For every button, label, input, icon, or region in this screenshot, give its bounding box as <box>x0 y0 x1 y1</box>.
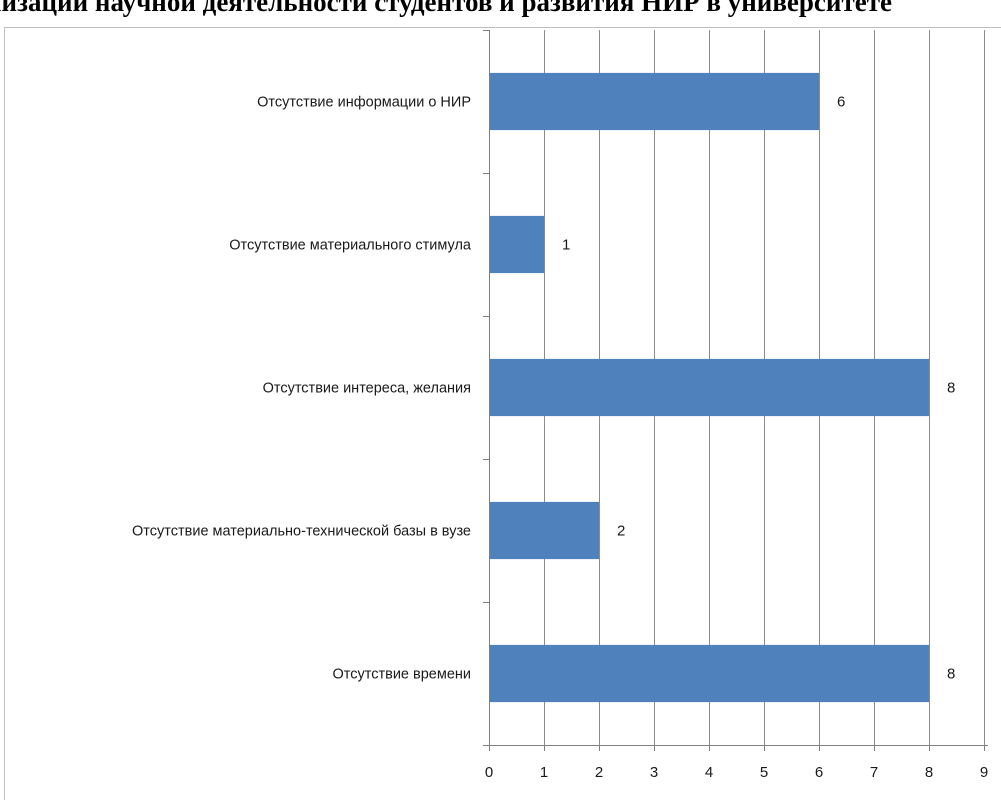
x-tick-label-7: 7 <box>870 764 878 781</box>
x-tick-label-6: 6 <box>815 764 823 781</box>
data-label-3: 8 <box>947 380 955 397</box>
category-label-3: Отсутствие интереса, желания <box>263 381 471 397</box>
data-label-5: 8 <box>947 666 955 683</box>
category-label-5: Отсутствие времени <box>333 667 472 683</box>
bar-1 <box>489 72 819 131</box>
x-tick-label-3: 3 <box>650 764 658 781</box>
bar-3 <box>489 358 929 417</box>
category-label-2: Отсутствие материального стимула <box>229 238 472 254</box>
category-label-1: Отсутствие информации о НИР <box>257 95 471 111</box>
x-tick-label-5: 5 <box>760 764 768 781</box>
x-tick-label-4: 4 <box>705 764 713 781</box>
data-label-4: 2 <box>617 523 625 540</box>
axes <box>483 30 988 751</box>
x-tick-label-2: 2 <box>595 764 603 781</box>
data-label-2: 1 <box>562 237 570 254</box>
x-tick-label-0: 0 <box>485 764 493 781</box>
bar-4 <box>489 501 599 560</box>
labels: Отсутствие информации о НИР Отсутствие ма… <box>132 94 988 782</box>
category-label-4: Отсутствие материально-технической базы … <box>132 524 471 540</box>
bar-5 <box>489 644 929 703</box>
x-tick-label-1: 1 <box>540 764 548 781</box>
bar-2 <box>489 215 544 274</box>
x-tick-label-8: 8 <box>925 764 933 781</box>
x-tick-label-9: 9 <box>980 764 988 781</box>
chart-title: низации научной деятельности студентов и… <box>0 0 892 17</box>
bars <box>489 72 929 703</box>
data-label-1: 6 <box>837 94 845 111</box>
chart-frame <box>4 27 1001 800</box>
